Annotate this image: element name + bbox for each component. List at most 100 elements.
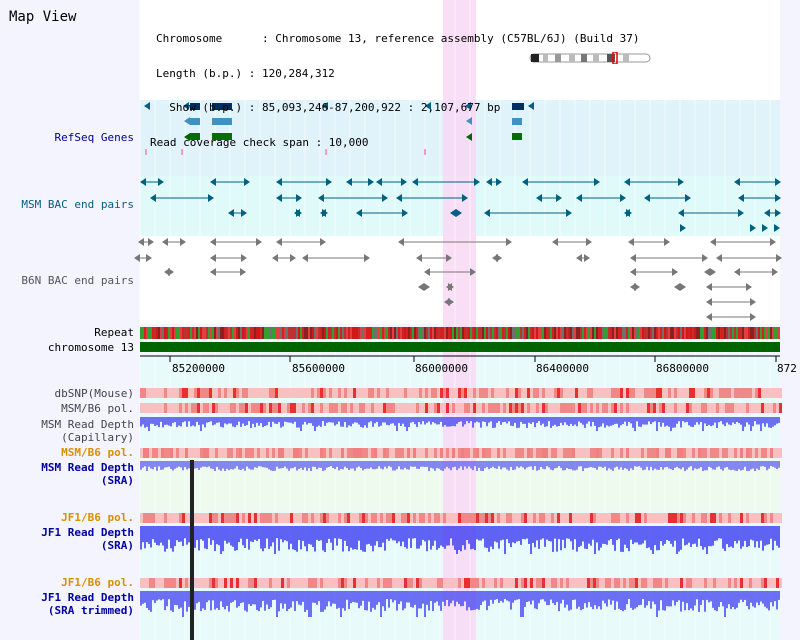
- pol-cell: [653, 403, 656, 413]
- depth-bar: [446, 591, 448, 600]
- pol-cell: [488, 388, 491, 398]
- depth-bar: [622, 417, 624, 425]
- depth-bar: [396, 461, 398, 470]
- feature-arrow: [140, 178, 146, 186]
- depth-bar: [302, 526, 304, 541]
- depth-bar: [294, 417, 296, 422]
- track-label-jf1-depth-sra-sub: (SRA): [100, 539, 134, 552]
- repeat-segment: [348, 327, 350, 339]
- pol-cell: [596, 388, 599, 398]
- depth-bar: [764, 417, 766, 427]
- pol-cell: [536, 403, 539, 413]
- repeat-segment: [260, 327, 262, 339]
- depth-bar: [542, 526, 544, 539]
- chromosome-ideogram[interactable]: [529, 52, 653, 64]
- pol-cell: [752, 448, 755, 458]
- depth-bar: [556, 526, 558, 552]
- depth-bar: [552, 591, 554, 604]
- depth-bar: [434, 526, 436, 541]
- repeat-segment: [728, 327, 730, 339]
- pol-cell: [221, 578, 224, 588]
- pol-cell: [629, 388, 632, 398]
- feature-arrow: [678, 209, 684, 217]
- depth-bar: [768, 526, 770, 545]
- pol-cell: [224, 578, 227, 588]
- pol-cell: [167, 388, 170, 398]
- pol-cell: [650, 388, 653, 398]
- pol-cell: [605, 578, 608, 588]
- repeat-segment: [142, 327, 144, 339]
- depth-bar: [748, 417, 750, 425]
- depth-bar: [412, 461, 414, 467]
- repeat-segment: [740, 327, 742, 339]
- pol-cell: [350, 388, 353, 398]
- pol-cell: [212, 448, 215, 458]
- pol-cell: [704, 448, 707, 458]
- depth-bar: [742, 461, 744, 470]
- repeat-segment: [502, 327, 504, 339]
- pol-cell: [332, 403, 335, 413]
- depth-bar: [210, 461, 212, 469]
- pol-cell: [581, 448, 584, 458]
- track-label-refseq[interactable]: RefSeq Genes: [54, 131, 134, 144]
- depth-bar: [342, 591, 344, 609]
- depth-bar: [718, 461, 720, 467]
- depth-bar: [640, 461, 642, 468]
- repeat-segment: [568, 327, 570, 339]
- pol-cell: [236, 448, 239, 458]
- depth-bar: [742, 417, 744, 431]
- pol-cell: [374, 578, 377, 588]
- pol-cell: [218, 403, 221, 413]
- depth-bar: [316, 417, 318, 427]
- feature-arrow: [734, 268, 740, 276]
- pol-cell: [620, 578, 623, 588]
- depth-bar: [556, 461, 558, 468]
- depth-bar: [538, 417, 540, 422]
- depth-bar: [158, 461, 160, 467]
- pol-cell: [521, 578, 524, 588]
- depth-bar: [458, 591, 460, 604]
- depth-bar: [660, 591, 662, 601]
- depth-bar: [722, 526, 724, 549]
- depth-bar: [450, 526, 452, 539]
- depth-bar: [652, 591, 654, 602]
- depth-bar: [160, 591, 162, 601]
- track-label-msm-bac[interactable]: MSM BAC end pairs: [21, 198, 134, 211]
- depth-bar: [312, 417, 314, 426]
- pol-cell: [506, 513, 509, 523]
- repeat-segment: [652, 327, 654, 339]
- repeat-segment: [474, 327, 476, 339]
- feature-arrow: [750, 313, 756, 321]
- depth-bar: [170, 526, 172, 549]
- repeat-segment: [292, 327, 294, 339]
- pol-cell: [593, 578, 596, 588]
- track-label-chromosome: chromosome 13: [47, 341, 134, 354]
- depth-bar: [218, 461, 220, 470]
- depth-bar: [484, 461, 486, 469]
- depth-bar: [560, 526, 562, 551]
- pol-cell: [683, 388, 686, 398]
- repeat-segment: [256, 327, 258, 339]
- pol-cell: [641, 513, 644, 523]
- repeat-segment: [758, 327, 760, 339]
- depth-bar: [762, 526, 764, 551]
- depth-bar: [162, 417, 164, 428]
- pol-cell: [575, 513, 578, 523]
- repeat-segment: [410, 327, 412, 339]
- depth-bar: [376, 526, 378, 542]
- depth-bar: [250, 417, 252, 428]
- depth-bar: [658, 461, 660, 470]
- depth-bar: [566, 591, 568, 605]
- pol-cell: [737, 448, 740, 458]
- pol-cell: [446, 448, 449, 458]
- pol-cell: [533, 448, 536, 458]
- pol-cell: [659, 513, 662, 523]
- depth-bar: [378, 417, 380, 427]
- feature-arrow: [424, 268, 430, 276]
- depth-bar: [578, 461, 580, 467]
- depth-bar: [608, 591, 610, 600]
- feature-arrow: [702, 254, 708, 262]
- pol-cell: [182, 403, 185, 413]
- track-label-b6n-bac[interactable]: B6N BAC end pairs: [21, 274, 134, 287]
